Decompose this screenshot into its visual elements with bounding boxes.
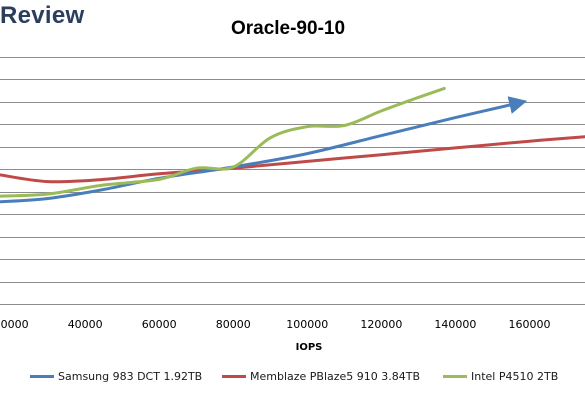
legend-item-memblaze: Memblaze PBlaze5 910 3.84TB	[222, 370, 420, 383]
chart-title: Oracle-90-10	[231, 18, 345, 39]
chart-series	[0, 86, 585, 204]
x-axis-title: IOPS	[296, 342, 323, 353]
series-line-memblaze	[0, 135, 585, 184]
x-tick-label: 120000	[360, 318, 402, 331]
x-tick-label: 60000	[142, 318, 177, 331]
chart-grid	[0, 57, 585, 305]
x-tick-label: 20000	[0, 318, 29, 331]
x-tick-label: 140000	[434, 318, 476, 331]
legend-label: Memblaze PBlaze5 910 3.84TB	[250, 370, 421, 383]
x-tick-label: 160000	[509, 318, 551, 331]
legend-swatch	[443, 375, 467, 378]
chart-x-ticks: 20000 40000 60000 80000 100000 120000 140000 16…	[0, 318, 551, 331]
legend-label: Samsung 983 DCT 1.92TB	[58, 370, 203, 383]
legend-swatch	[222, 375, 246, 378]
x-tick-label: 40000	[68, 318, 103, 331]
series-line-intel	[0, 86, 446, 198]
legend-swatch	[30, 375, 54, 378]
series-line-samsung	[0, 96, 528, 204]
brand-logo-text: Review	[0, 2, 85, 29]
x-tick-label: 80000	[216, 318, 251, 331]
x-tick-label: 100000	[286, 318, 328, 331]
chart-legend: Samsung 983 DCT 1.92TB Memblaze PBlaze5 …	[0, 370, 585, 390]
legend-item-intel: Intel P4510 2TB	[443, 370, 558, 383]
legend-item-samsung: Samsung 983 DCT 1.92TB	[30, 370, 202, 383]
legend-label: Intel P4510 2TB	[471, 370, 559, 383]
